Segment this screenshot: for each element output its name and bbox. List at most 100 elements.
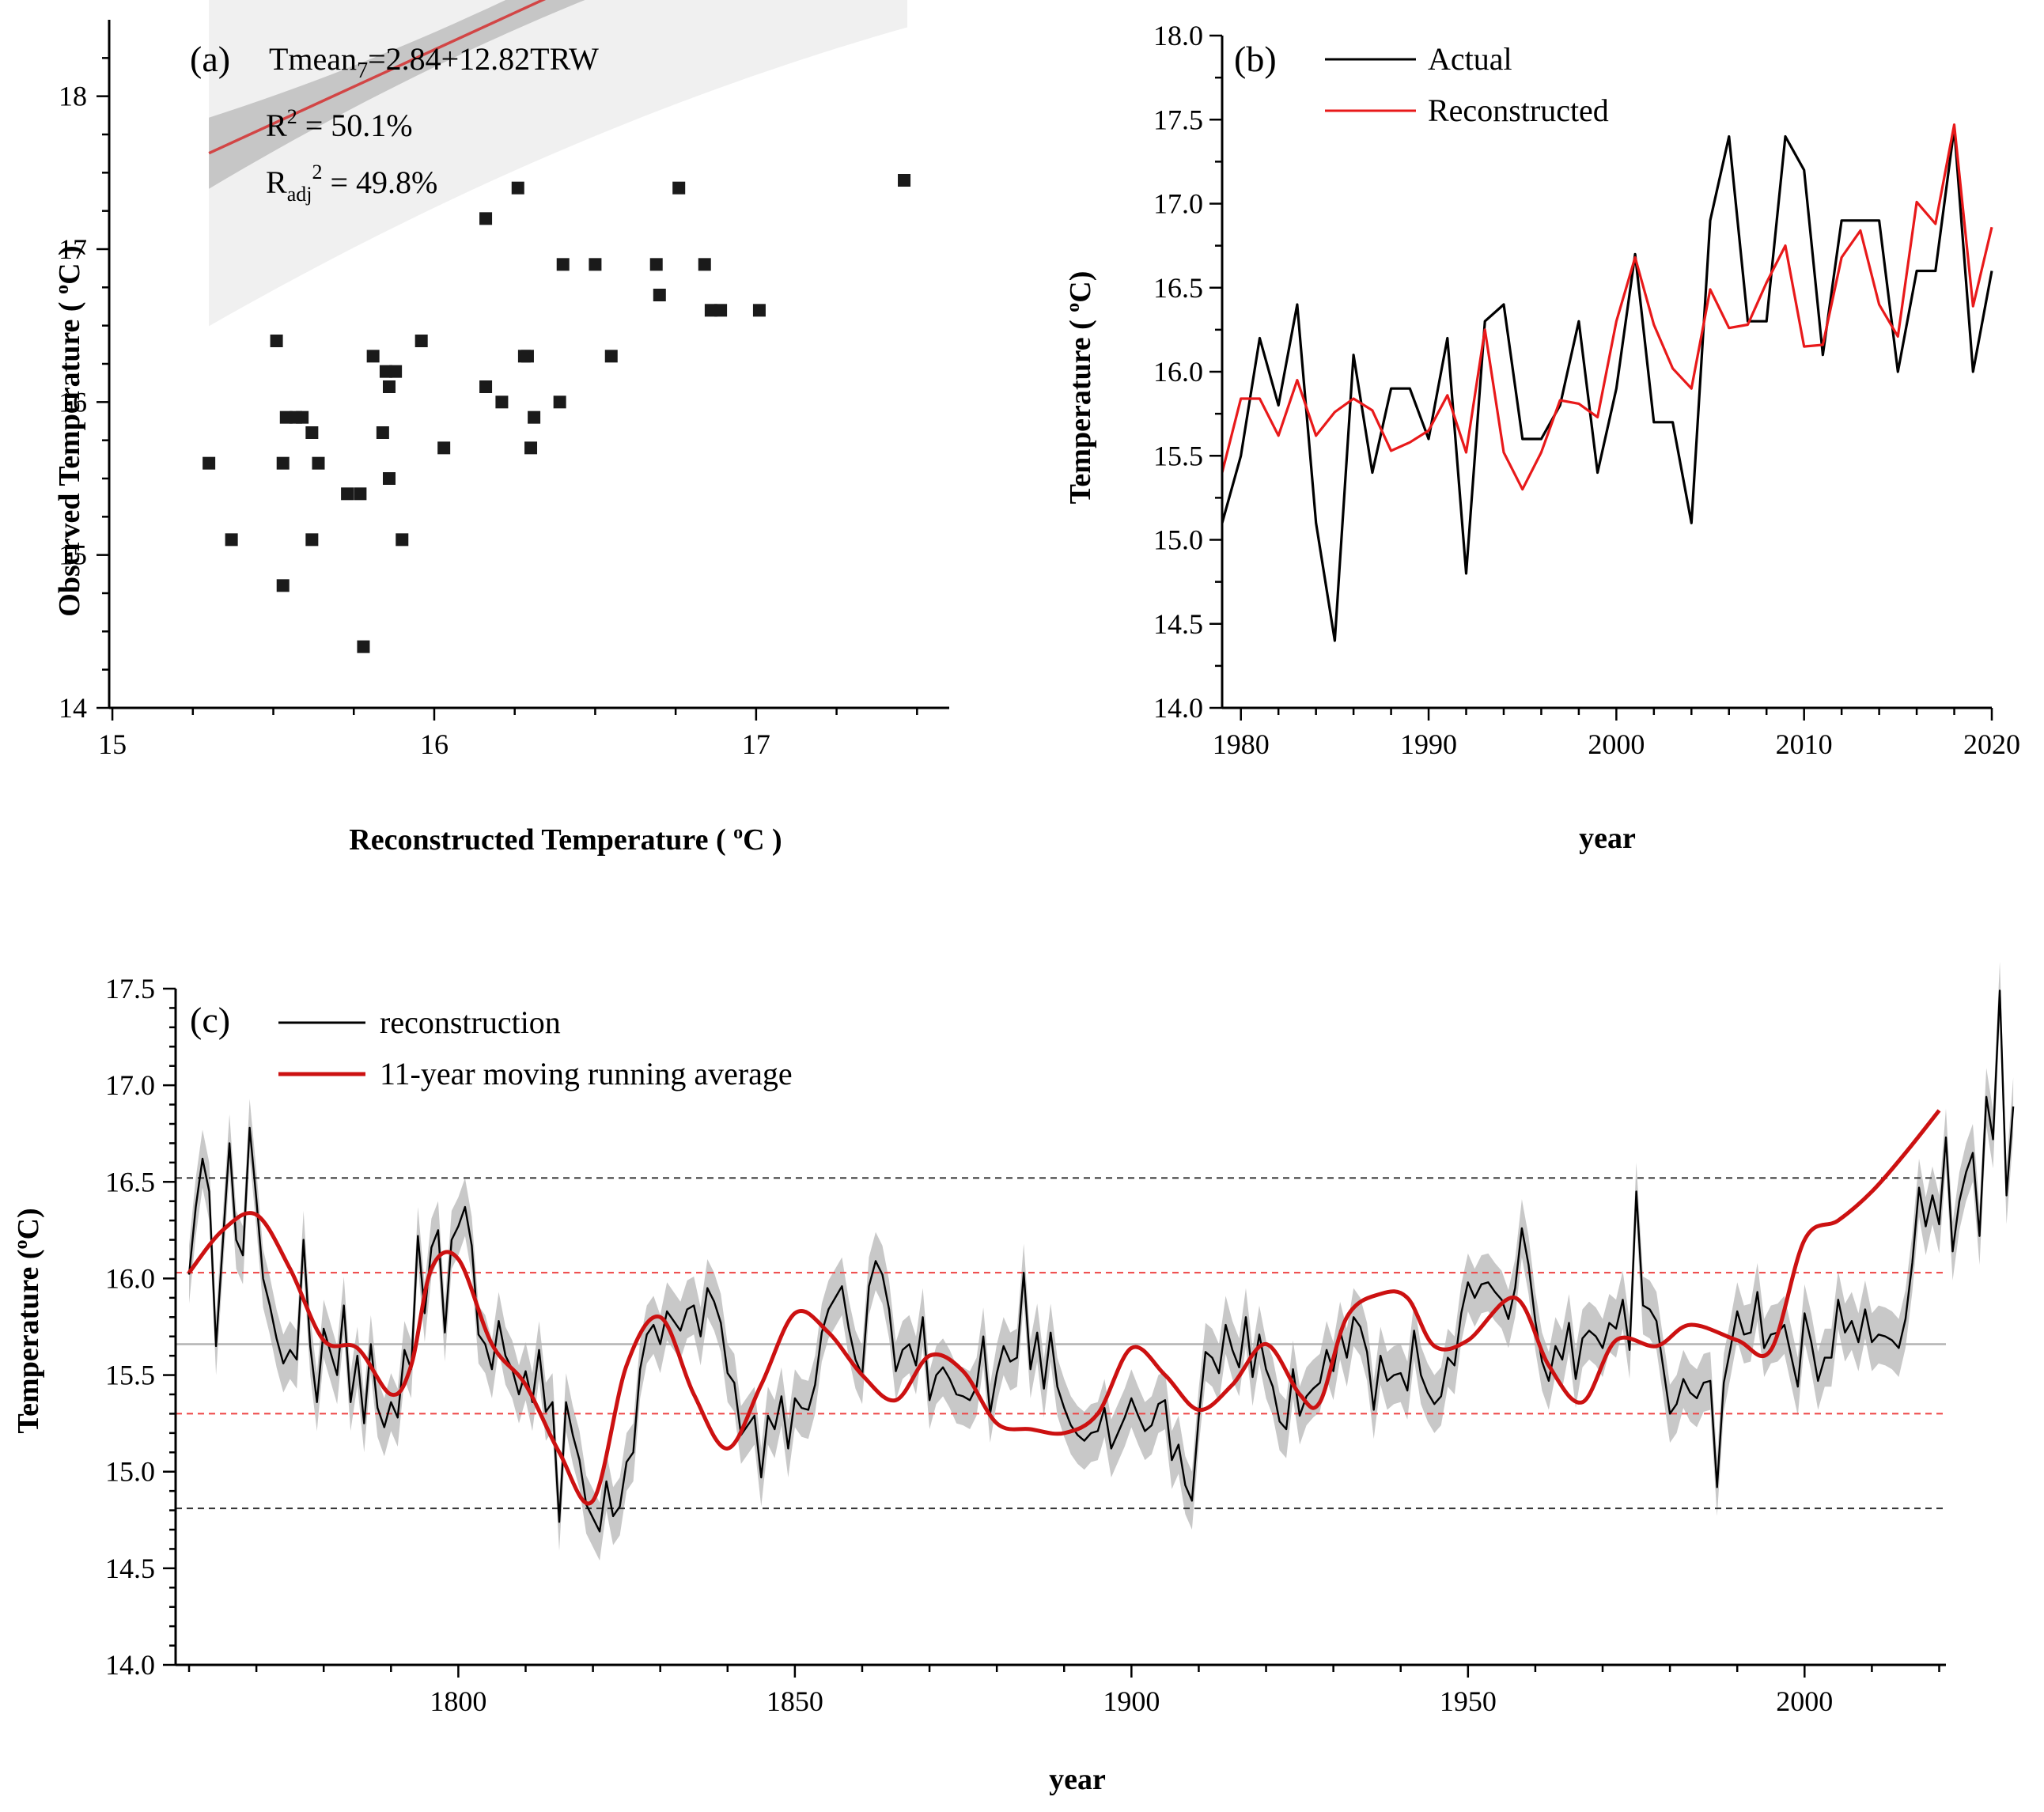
c-reference-lines [176, 1177, 1946, 1510]
c-y-tick-label: 16.5 [105, 1166, 155, 1197]
a-x-tick-label: 16 [420, 728, 449, 760]
c-running-average-line [187, 1109, 1941, 1506]
b-y-tick-label: 18.0 [1153, 20, 1203, 51]
a-data-point [341, 487, 354, 501]
a-data-point [649, 258, 663, 271]
a-data-point [383, 380, 396, 393]
b-y-tick-label: 14.5 [1153, 608, 1203, 640]
c-x-tick-label: 1900 [1103, 1685, 1160, 1717]
a-data-point [379, 365, 392, 378]
a-data-point [354, 487, 367, 501]
c-y-tick-label: 14.0 [105, 1649, 155, 1681]
c-average-path [187, 1109, 1941, 1506]
c-tick-labels: 1800 1850 1900 1950 2000 14.0 14.5 15.0 15.5 16.0… [105, 973, 1833, 1717]
a-data-point [698, 258, 711, 271]
a-data-point [604, 350, 618, 363]
a-data-point [305, 533, 319, 547]
b-y-tick-label: 16.0 [1153, 356, 1203, 388]
b-y-axis-label: Temperature ( oC) [1063, 271, 1097, 505]
a-data-point [479, 380, 493, 393]
c-uncertainty-band [189, 961, 2014, 1561]
a-data-point [479, 212, 493, 225]
b-y-tick-label: 15.0 [1153, 524, 1203, 556]
a-y-tick-label: 15 [59, 539, 87, 571]
b-panel-label: (b) [1234, 39, 1277, 79]
c-x-tick-label: 1950 [1440, 1685, 1497, 1717]
a-confidence-band-area [209, 0, 585, 189]
a-y-tick-label: 17 [59, 233, 87, 265]
a-data-point [312, 456, 325, 470]
a-data-point [276, 456, 290, 470]
a-data-point [376, 426, 389, 439]
b-x-tick-label: 2000 [1588, 728, 1645, 760]
c-legend-average: 11-year moving running average [380, 1056, 793, 1091]
c-x-axis-label: year [1049, 1763, 1106, 1796]
b-x-tick-label: 1990 [1400, 728, 1457, 760]
a-panel-label: (a) [190, 39, 230, 79]
a-data-point [225, 533, 238, 547]
a-data-point [524, 441, 538, 455]
b-x-tick-label: 2020 [1963, 728, 2020, 760]
b-y-tick-label: 15.5 [1153, 440, 1203, 471]
a-r-squared: R2 = 50.1% [266, 105, 413, 143]
panel-a-scatter: 15 16 17 14 15 16 17 18 (a) Tmean7=2.84+12.82TR… [52, 0, 949, 857]
c-y-tick-label: 17.5 [105, 973, 155, 1004]
a-axes [97, 20, 949, 721]
a-data-point [296, 410, 309, 424]
b-tick-labels: 1980 1990 2000 2010 2020 14.0 14.5 15.0 15.5 16.0… [1153, 20, 2020, 760]
b-x-tick-label: 2010 [1776, 728, 1833, 760]
a-scatter-points [203, 174, 911, 653]
b-axes [1209, 34, 1993, 721]
a-data-point [898, 174, 911, 187]
b-legend: Actual Reconstructed [1325, 41, 1609, 128]
a-data-point [203, 456, 216, 470]
a-regression-line [208, 0, 547, 155]
a-data-point [672, 181, 686, 195]
b-reconstructed-line [1221, 123, 1993, 491]
c-y-tick-label: 17.0 [105, 1069, 155, 1101]
c-reconstruction-path [187, 989, 2015, 1533]
b-y-tick-label: 17.0 [1153, 188, 1203, 220]
a-r-adj-squared: Radj2 = 49.8% [266, 161, 437, 206]
b-legend-reconstructed: Reconstructed [1428, 93, 1609, 128]
a-data-point [437, 441, 451, 455]
a-y-tick-label: 18 [59, 81, 87, 112]
a-data-point [704, 304, 717, 317]
b-x-axis-label: year [1579, 822, 1636, 855]
a-data-point [653, 289, 666, 301]
panel-b-timeseries: 1980 1990 2000 2010 2020 14.0 14.5 15.0 15.5 16.0… [1063, 20, 2020, 855]
c-y-tick-label: 15.0 [105, 1456, 155, 1488]
b-legend-actual: Actual [1428, 41, 1512, 77]
c-x-tick-label: 2000 [1776, 1685, 1833, 1717]
a-data-point [305, 426, 319, 439]
a-y-axis-label: Observed Temperature ( oC ) [52, 245, 86, 616]
c-x-tick-label: 1800 [430, 1685, 486, 1717]
c-y-axis-label: Temperature (oC) [11, 1208, 45, 1433]
a-data-point [366, 350, 380, 363]
c-y-tick-label: 15.5 [105, 1360, 155, 1391]
c-y-tick-label: 16.0 [105, 1262, 155, 1294]
a-data-point [511, 181, 524, 195]
a-equation: Tmean7=2.84+12.82TRW [269, 41, 599, 83]
c-band-area [189, 961, 2014, 1561]
a-y-tick-label: 16 [59, 386, 87, 418]
a-data-point [714, 304, 728, 317]
a-data-point [389, 365, 403, 378]
a-data-point [383, 472, 396, 485]
a-data-point [556, 258, 570, 271]
b-y-tick-label: 14.0 [1153, 692, 1203, 724]
b-x-tick-label: 1980 [1213, 728, 1270, 760]
a-data-point [270, 335, 283, 347]
a-data-point [553, 395, 566, 409]
c-legend: reconstruction 11-year moving running av… [278, 1004, 793, 1091]
a-data-point [589, 258, 602, 271]
a-data-point [752, 304, 766, 317]
c-x-tick-label: 1850 [766, 1685, 823, 1717]
a-x-tick-label: 15 [98, 728, 127, 760]
a-data-point [414, 335, 428, 347]
b-series-lines [1221, 123, 1993, 642]
c-axes [163, 987, 1946, 1678]
panel-c-reconstruction: 1800 1850 1900 1950 2000 14.0 14.5 15.0 15.5 16.0… [11, 961, 2015, 1796]
b-actual-line [1221, 127, 1993, 642]
